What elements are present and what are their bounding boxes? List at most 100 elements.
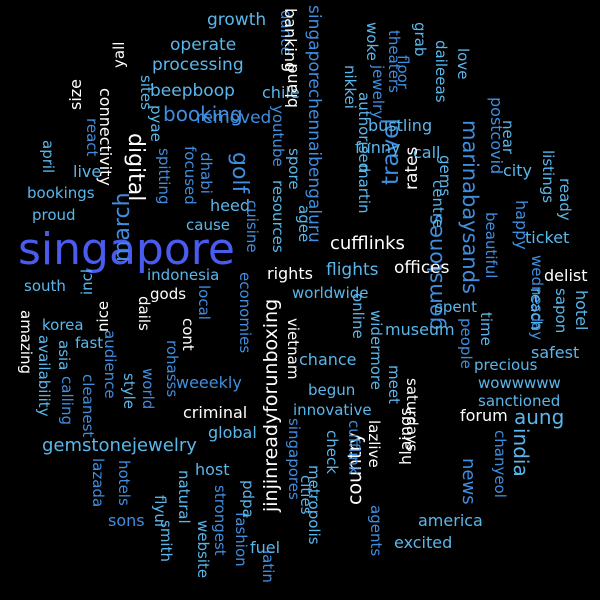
word: proud	[32, 206, 76, 224]
word: style	[120, 373, 138, 409]
word: marinabaysands	[458, 120, 482, 294]
word: delist	[544, 266, 588, 285]
word: incl	[78, 268, 96, 295]
word: lazada	[89, 458, 107, 508]
word: operate	[170, 35, 237, 55]
word: precious	[474, 356, 538, 374]
word: smith	[157, 520, 175, 562]
word: availability	[35, 335, 53, 417]
word: woke	[363, 22, 381, 61]
word: agents	[367, 505, 385, 557]
word: people	[457, 318, 475, 369]
word: jinjinreadyforunboxing	[260, 298, 282, 512]
word: flights	[326, 260, 379, 280]
word: worldwide	[292, 284, 369, 302]
word: cuisine	[243, 200, 261, 253]
word: spore	[285, 148, 303, 190]
word: sons	[108, 511, 145, 530]
word: hotels	[115, 460, 133, 506]
word: online	[349, 293, 367, 339]
word: grab	[411, 22, 429, 57]
word: excited	[394, 533, 453, 552]
word: vietnam	[284, 318, 302, 380]
word: yall	[110, 41, 128, 68]
word: listings	[539, 150, 557, 204]
word: world	[139, 368, 157, 410]
word: korea	[42, 316, 84, 334]
word: economies	[236, 272, 254, 354]
word: golf	[227, 152, 252, 194]
word: resources	[269, 180, 287, 253]
word: chance	[299, 350, 357, 369]
word: begun	[308, 381, 356, 399]
word: safest	[531, 343, 580, 362]
word: hlaings	[396, 407, 415, 465]
word: cufflinks	[330, 233, 405, 254]
word: fast	[75, 334, 104, 352]
word: indonesia	[147, 266, 220, 284]
word: reach	[527, 288, 545, 331]
word: local	[195, 285, 213, 320]
word: global	[208, 423, 257, 442]
word: bookings	[27, 184, 95, 202]
word: daileeas	[432, 40, 450, 103]
word: natural	[175, 470, 193, 524]
word: weeekly	[176, 373, 242, 392]
word: fuel	[250, 538, 281, 557]
word: march	[110, 192, 135, 262]
word: pyae	[147, 105, 165, 142]
word: cities	[297, 475, 315, 515]
word: widermore	[367, 310, 385, 390]
word: sanctioned	[478, 392, 561, 410]
word: forum	[460, 406, 508, 425]
word: focused	[181, 146, 199, 205]
word: processing	[152, 55, 244, 75]
word: live	[73, 162, 102, 181]
word: rates	[402, 146, 422, 190]
word: sapon	[552, 288, 570, 334]
word: chile	[262, 83, 300, 102]
word: museum	[385, 320, 455, 339]
word: check	[323, 430, 341, 474]
word: innovative	[293, 401, 372, 419]
word: website	[194, 520, 212, 579]
word: booking	[163, 102, 243, 126]
word: fashion	[232, 512, 250, 567]
word: cause	[186, 216, 230, 234]
word: nice	[94, 300, 112, 332]
word: amazing	[17, 310, 35, 375]
word: strongest	[211, 485, 229, 556]
word: audience	[101, 330, 119, 399]
word: centre	[429, 180, 447, 228]
word: india	[509, 428, 533, 477]
word: growth	[207, 10, 267, 30]
word: lazlive	[365, 420, 383, 468]
word: near	[499, 120, 517, 155]
word: beepboop	[150, 81, 235, 101]
word: time	[477, 312, 495, 346]
word: react	[83, 118, 101, 157]
word: pdpa	[239, 480, 257, 518]
word: wowwwww	[478, 374, 561, 392]
word: beautiful	[482, 212, 500, 279]
word: dails	[135, 296, 153, 331]
word: call	[413, 143, 441, 162]
word: heed	[210, 196, 250, 215]
word: gods	[150, 285, 187, 303]
word: singapore	[18, 224, 235, 275]
word: hotel	[572, 290, 591, 331]
word: spitting	[155, 148, 173, 205]
word: floor	[394, 55, 412, 89]
word: bland	[282, 63, 301, 108]
word: gemstonejewelry	[42, 435, 197, 456]
word: asia	[55, 340, 73, 371]
word: digital	[123, 133, 148, 202]
word: size	[66, 78, 85, 110]
word: south	[24, 277, 66, 295]
word: spent	[435, 298, 477, 316]
word: cleanest	[79, 374, 97, 438]
word: cufflink	[345, 420, 363, 475]
word: youtube	[269, 105, 287, 167]
word: aung	[514, 405, 565, 429]
